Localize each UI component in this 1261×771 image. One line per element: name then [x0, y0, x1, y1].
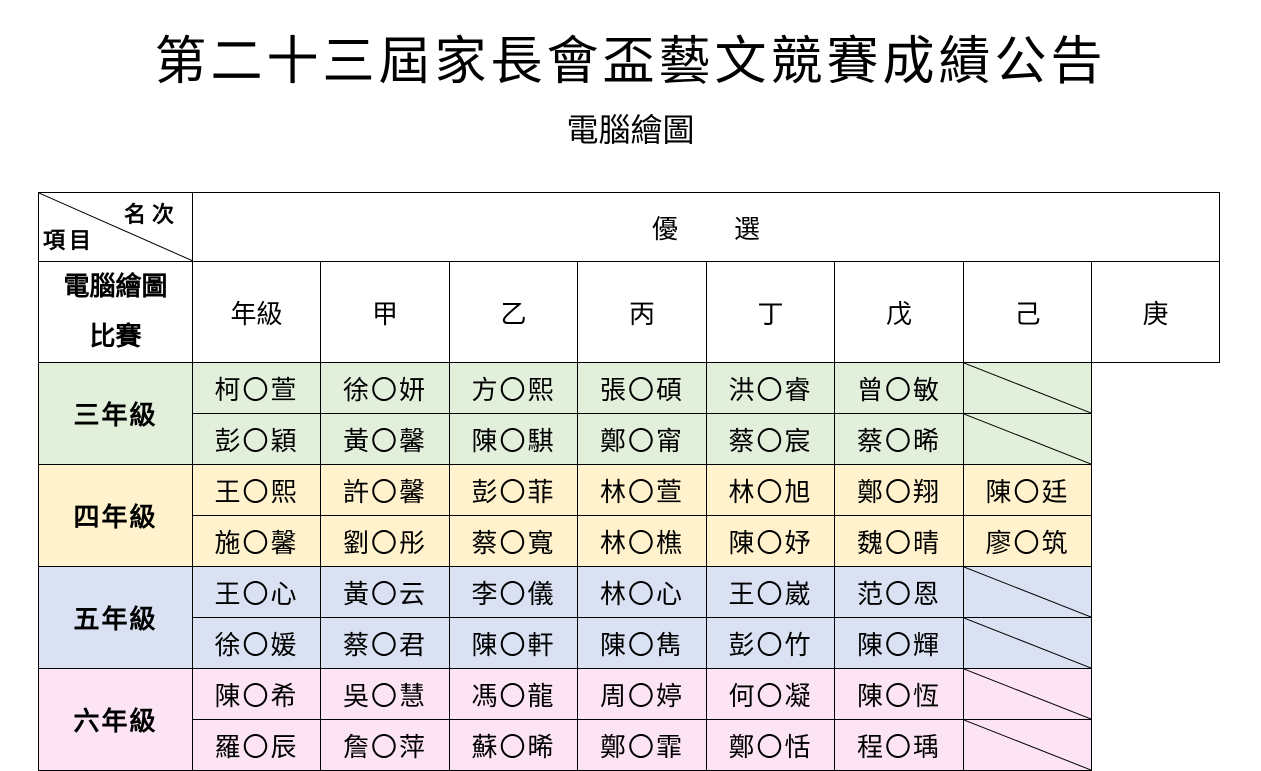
winner-name: 黃〇馨: [320, 413, 450, 465]
award-header: 優選: [192, 192, 1220, 262]
winner-name: 陳〇雋: [577, 617, 707, 669]
column-header: 丁: [706, 261, 835, 363]
winner-name: 鄭〇甯: [577, 413, 707, 465]
winner-name: 鄭〇恬: [706, 719, 835, 771]
winner-name: 彭〇穎: [192, 413, 321, 465]
empty-cell: [963, 617, 1092, 669]
table-row: 徐〇媛 蔡〇君 陳〇軒 陳〇雋 彭〇竹 陳〇輝: [39, 617, 1220, 669]
winner-name: 洪〇睿: [706, 362, 835, 414]
winner-name: 范〇恩: [834, 566, 964, 618]
grade-label: 五年級: [38, 566, 193, 669]
empty-cell: [963, 566, 1092, 618]
winner-name: 李〇儀: [449, 566, 578, 618]
winner-name: 林〇萱: [577, 464, 707, 516]
column-header: 丙: [577, 261, 707, 363]
winner-name: 方〇熙: [449, 362, 578, 414]
winner-name: 魏〇晴: [834, 515, 964, 567]
winner-name: 蔡〇宸: [706, 413, 835, 465]
winner-name: 林〇樵: [577, 515, 707, 567]
empty-diagonal: [964, 720, 1091, 770]
winner-name: 柯〇萱: [192, 362, 321, 414]
empty-cell: [963, 413, 1092, 465]
table-row: 五年級 王〇心 黃〇云 李〇儀 林〇心 王〇崴 范〇恩: [38, 566, 1220, 669]
table-row: 四年級 王〇熙 許〇馨 彭〇菲 林〇萱 林〇旭 鄭〇翔 陳〇廷: [38, 464, 1220, 567]
corner-diagonal: [39, 193, 192, 261]
winner-name: 周〇婷: [577, 668, 707, 720]
grade-label: 四年級: [38, 464, 193, 567]
corner-item-label: 項目: [43, 228, 96, 254]
empty-cell: [963, 362, 1092, 414]
winner-name: 彭〇菲: [449, 464, 578, 516]
winner-name: 陳〇恆: [834, 668, 964, 720]
winner-name: 馮〇龍: [449, 668, 578, 720]
table-row: 羅〇辰 詹〇萍 蘇〇晞 鄭〇霏 鄭〇恬 程〇瑀: [39, 719, 1220, 771]
winner-name: 陳〇廷: [963, 464, 1092, 516]
corner-rank-label: 名次: [123, 202, 180, 228]
winner-name: 廖〇筑: [963, 515, 1092, 567]
winner-name: 陳〇希: [192, 668, 321, 720]
winner-name: 張〇碩: [577, 362, 707, 414]
empty-cell: [963, 719, 1092, 771]
winner-name: 王〇崴: [706, 566, 835, 618]
winner-name: 何〇凝: [706, 668, 835, 720]
winner-name: 蔡〇寬: [449, 515, 578, 567]
winner-name: 蘇〇晞: [449, 719, 578, 771]
column-header: 己: [963, 261, 1092, 363]
column-header: 戊: [834, 261, 964, 363]
empty-diagonal: [964, 669, 1091, 719]
grade-label: 六年級: [38, 668, 193, 771]
table-row: 彭〇穎 黃〇馨 陳〇騏 鄭〇甯 蔡〇宸 蔡〇晞: [39, 413, 1220, 465]
table-row: 三年級 柯〇萱 徐〇妍 方〇熙 張〇碩 洪〇睿 曾〇敏: [38, 362, 1220, 465]
column-header: 甲: [320, 261, 450, 363]
empty-diagonal: [964, 363, 1091, 413]
page-title: 第二十三屆家長會盃藝文競賽成績公告: [154, 32, 1107, 92]
item-cell: 電腦繪圖 比賽: [38, 261, 193, 363]
winner-name: 陳〇軒: [449, 617, 578, 669]
winner-name: 陳〇輝: [834, 617, 964, 669]
winner-name: 黃〇云: [320, 566, 450, 618]
item-label-line2: 比賽: [89, 322, 142, 352]
winner-name: 程〇瑀: [834, 719, 964, 771]
table-row: 六年級 陳〇希 吳〇慧 馮〇龍 周〇婷 何〇凝 陳〇恆: [38, 668, 1220, 771]
winner-name: 徐〇妍: [320, 362, 450, 414]
grade-label: 三年級: [38, 362, 193, 465]
winner-name: 鄭〇翔: [834, 464, 964, 516]
winner-name: 羅〇辰: [192, 719, 321, 771]
winner-name: 陳〇妤: [706, 515, 835, 567]
table-row: 施〇馨 劉〇彤 蔡〇寬 林〇樵 陳〇妤 魏〇晴 廖〇筑: [39, 515, 1220, 567]
winner-name: 吳〇慧: [320, 668, 450, 720]
item-label-line1: 電腦繪圖: [63, 272, 168, 302]
winner-name: 陳〇騏: [449, 413, 578, 465]
winner-name: 林〇心: [577, 566, 707, 618]
column-header: 乙: [449, 261, 578, 363]
winner-name: 曾〇敏: [834, 362, 964, 414]
empty-cell: [963, 668, 1092, 720]
winner-name: 劉〇彤: [320, 515, 450, 567]
winner-name: 王〇心: [192, 566, 321, 618]
empty-diagonal: [964, 567, 1091, 617]
winner-name: 施〇馨: [192, 515, 321, 567]
winner-name: 林〇旭: [706, 464, 835, 516]
empty-diagonal: [964, 414, 1091, 464]
winner-name: 蔡〇晞: [834, 413, 964, 465]
winner-name: 許〇馨: [320, 464, 450, 516]
winner-name: 彭〇竹: [706, 617, 835, 669]
winner-name: 王〇熙: [192, 464, 321, 516]
grade-column-header: 年級: [192, 261, 321, 363]
results-table: 名次 項目 優選 電腦繪圖 比賽 年級 甲 乙 丙 丁 戊 己 庚 三年級 柯〇萱…: [38, 192, 1220, 771]
winner-name: 詹〇萍: [320, 719, 450, 771]
empty-diagonal: [964, 618, 1091, 668]
winner-name: 蔡〇君: [320, 617, 450, 669]
column-header: 庚: [1091, 261, 1220, 363]
winner-name: 徐〇媛: [192, 617, 321, 669]
page-subtitle: 電腦繪圖: [566, 111, 695, 149]
winner-name: 鄭〇霏: [577, 719, 707, 771]
corner-cell: 名次 項目: [38, 192, 193, 262]
